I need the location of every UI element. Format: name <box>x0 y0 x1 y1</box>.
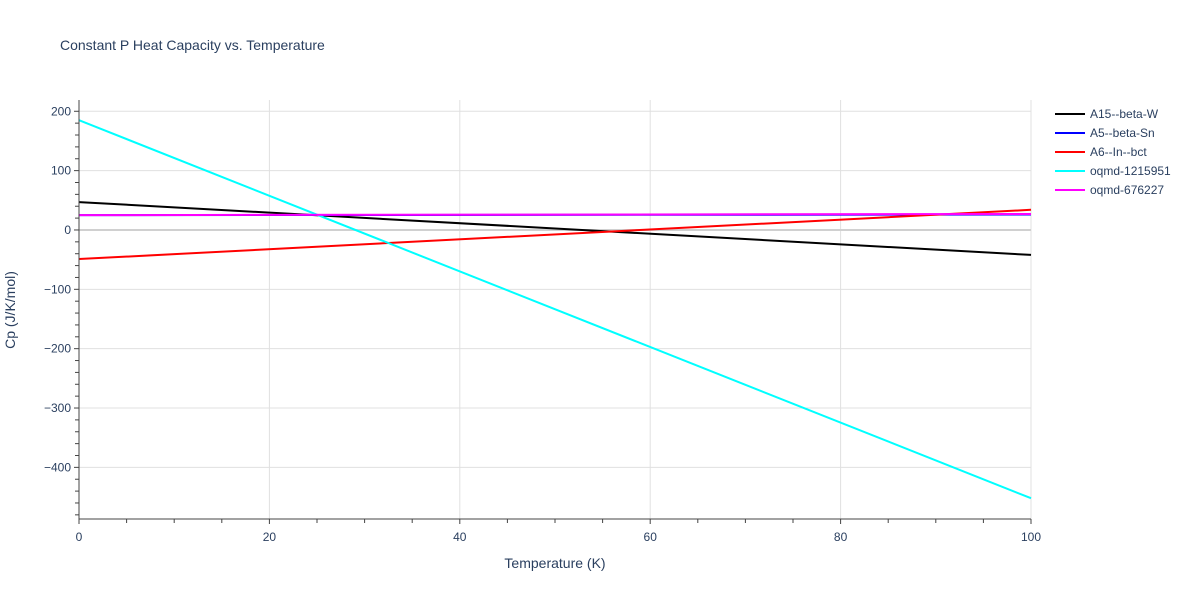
x-tick-label: 40 <box>453 530 467 544</box>
y-tick-label: 0 <box>64 223 71 237</box>
x-axis-label: Temperature (K) <box>504 555 605 571</box>
y-tick-label: −300 <box>44 401 71 415</box>
series-line-A6--In--bct <box>78 208 1032 261</box>
legend-label: A5--beta-Sn <box>1090 126 1155 140</box>
legend-label: oqmd-1215951 <box>1090 164 1171 178</box>
series-line-oqmd-1215951 <box>78 119 1032 500</box>
y-tick-label: 200 <box>51 104 71 118</box>
x-tick-label: 100 <box>1021 530 1041 544</box>
chart-title: Constant P Heat Capacity vs. Temperature <box>60 37 325 53</box>
x-tick-label: 20 <box>263 530 277 544</box>
x-tick-label: 0 <box>76 530 83 544</box>
y-tick-label: −200 <box>44 342 71 356</box>
x-tick-label: 80 <box>834 530 848 544</box>
y-tick-label: −400 <box>44 460 71 474</box>
x-tick-label: 60 <box>644 530 658 544</box>
legend-label: oqmd-676227 <box>1090 183 1164 197</box>
legend-label: A15--beta-W <box>1090 107 1159 121</box>
legend-label: A6--In--bct <box>1090 145 1147 159</box>
series-line-oqmd-676227 <box>78 212 1032 217</box>
y-tick-label: 100 <box>51 164 71 178</box>
series-line-A15--beta-W <box>78 201 1032 256</box>
y-axis-label: Cp (J/K/mol) <box>2 271 18 349</box>
y-tick-label: −100 <box>44 282 71 296</box>
